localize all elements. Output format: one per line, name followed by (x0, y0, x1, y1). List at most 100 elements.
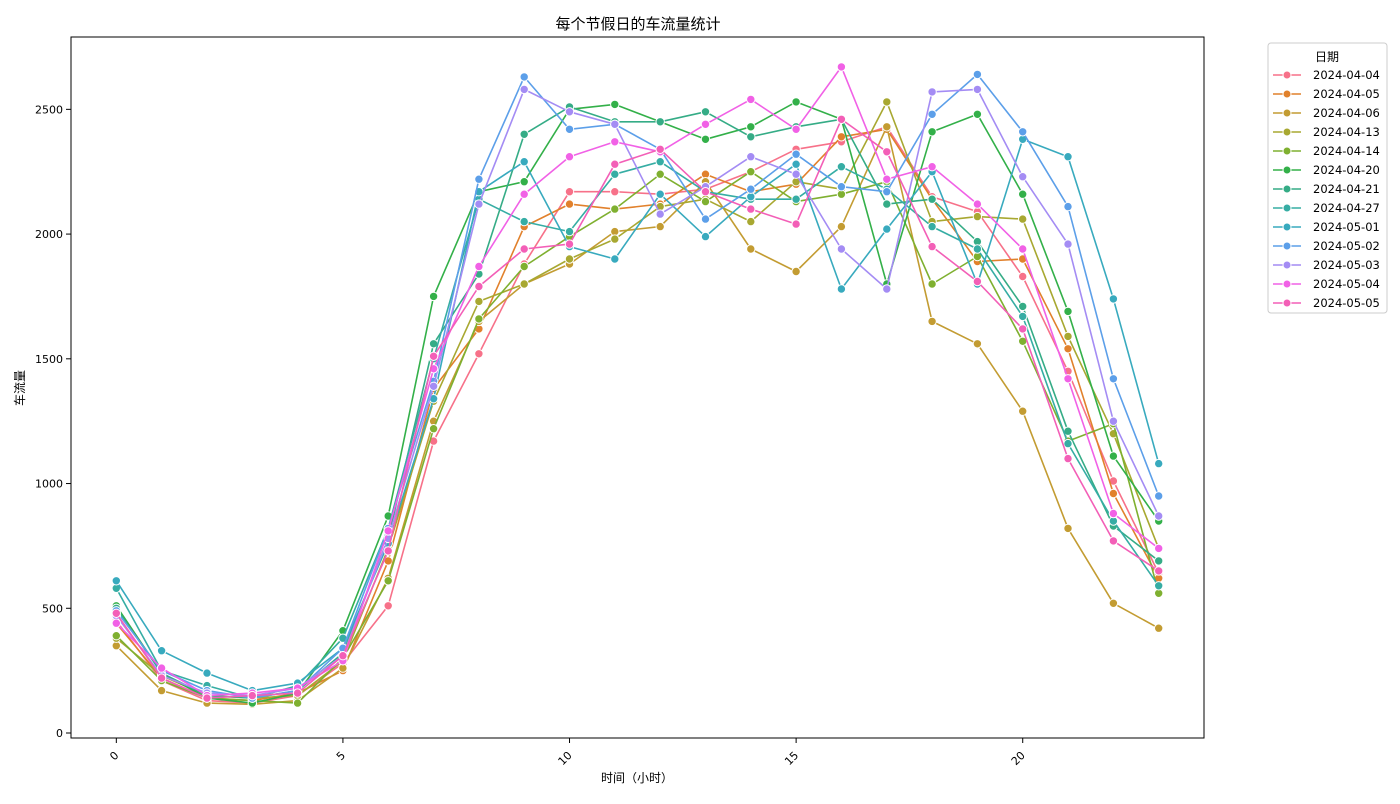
data-point (610, 119, 620, 130)
data-point (972, 339, 983, 349)
data-point (882, 224, 892, 234)
data-point (428, 291, 439, 302)
data-point (836, 221, 847, 232)
x-axis: 0 5 10 15 20 (107, 738, 1028, 768)
data-point (972, 109, 983, 120)
legend-item: 2024-05-01 (1273, 220, 1380, 234)
y-tick-label: 500 (42, 602, 63, 615)
data-point (655, 189, 665, 199)
data-point (700, 214, 711, 224)
data-point (1108, 451, 1119, 461)
data-point (746, 94, 756, 105)
legend-label: 2024-04-20 (1313, 163, 1380, 177)
data-point (927, 87, 937, 97)
data-point (474, 296, 484, 307)
legend-swatch-marker (1282, 146, 1292, 156)
data-point (746, 216, 756, 227)
data-point (882, 122, 892, 132)
data-point (519, 216, 529, 227)
data-point (202, 668, 212, 678)
legend-item: 2024-05-02 (1273, 239, 1380, 253)
y-tick-label: 2000 (35, 228, 63, 241)
data-point (1063, 438, 1073, 449)
series-2024-05-05 (111, 114, 1164, 703)
data-point (1018, 301, 1028, 312)
data-point (836, 114, 847, 125)
series-layer (111, 62, 1164, 709)
legend-item: 2024-04-21 (1273, 182, 1380, 196)
x-axis-label: 时间（小时） (601, 771, 673, 785)
data-point (700, 196, 711, 207)
data-point (564, 152, 575, 162)
legend-item: 2024-04-27 (1273, 201, 1380, 215)
data-point (156, 663, 167, 673)
data-point (1154, 566, 1164, 576)
data-point (610, 187, 620, 197)
data-point (111, 608, 122, 618)
legend-item: 2024-04-13 (1273, 125, 1380, 139)
data-point (474, 199, 484, 209)
series-line (115, 138, 1160, 692)
legend-item: 2024-04-05 (1273, 87, 1380, 101)
y-tick-label: 0 (56, 727, 63, 740)
legend-label: 2024-04-04 (1313, 68, 1380, 82)
x-tick-label: 15 (782, 749, 801, 768)
data-point (836, 132, 847, 142)
data-point (111, 618, 122, 628)
data-point (927, 279, 937, 289)
data-point (1108, 508, 1119, 519)
legend-title: 日期 (1315, 50, 1339, 64)
plot-area (70, 36, 1205, 739)
data-point (474, 281, 484, 292)
data-point (1063, 239, 1073, 249)
x-tick-label: 10 (556, 749, 575, 768)
data-point (882, 174, 892, 184)
series-line (115, 118, 1160, 699)
series-line (115, 73, 1160, 699)
data-point (519, 261, 529, 272)
data-point (564, 226, 575, 237)
legend-label: 2024-04-14 (1313, 144, 1380, 158)
data-point (927, 127, 937, 137)
data-point (1018, 189, 1028, 199)
legend-swatch-marker (1282, 89, 1292, 99)
data-point (746, 122, 756, 132)
data-point (564, 124, 575, 135)
series-line (115, 101, 1160, 704)
data-point (111, 576, 122, 586)
series-line (115, 170, 1160, 704)
data-point (1063, 306, 1073, 317)
data-point (156, 673, 167, 683)
data-point (836, 182, 847, 192)
data-point (700, 107, 711, 117)
data-point (882, 187, 892, 197)
data-point (746, 132, 756, 142)
y-tick-label: 1500 (35, 353, 63, 366)
legend-item: 2024-04-20 (1273, 163, 1380, 177)
data-point (791, 124, 801, 135)
data-point (791, 149, 801, 159)
legend-label: 2024-05-01 (1313, 220, 1380, 234)
data-point (1063, 523, 1073, 534)
legend-swatch-marker (1282, 260, 1292, 270)
data-point (791, 159, 801, 169)
data-point (972, 244, 983, 254)
data-point (519, 189, 529, 199)
legend-label: 2024-05-04 (1313, 277, 1380, 291)
data-point (610, 159, 620, 169)
data-point (836, 244, 847, 254)
data-point (1108, 488, 1119, 499)
data-point (610, 137, 620, 147)
data-point (564, 254, 575, 264)
data-point (111, 631, 122, 641)
data-point (882, 284, 892, 294)
data-point (791, 266, 801, 277)
data-point (972, 69, 983, 80)
legend-swatch-marker (1282, 127, 1292, 137)
data-point (882, 147, 892, 157)
data-point (1018, 271, 1028, 282)
data-point (1154, 556, 1164, 566)
data-point (292, 688, 303, 698)
legend-swatch-marker (1282, 108, 1292, 118)
